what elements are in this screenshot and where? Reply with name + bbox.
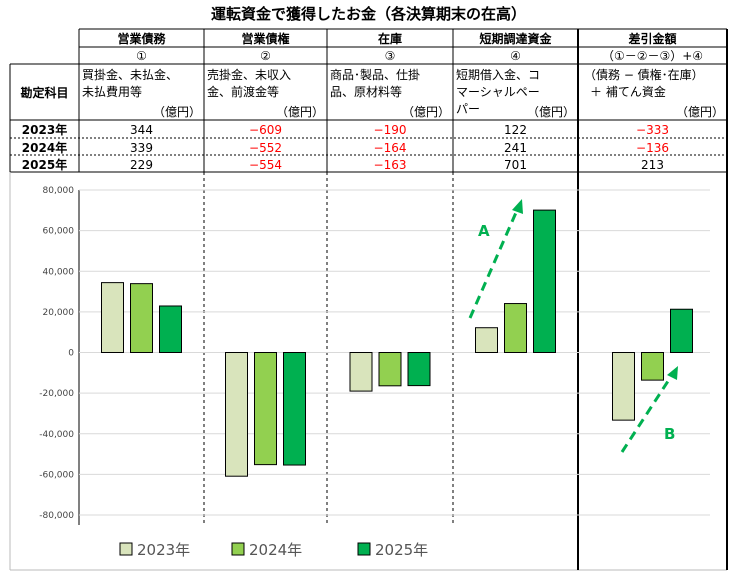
table-cell: −554 bbox=[249, 158, 282, 172]
bar bbox=[349, 352, 373, 392]
y-axis: 80,000 60,000 40,000 20,000 0 -20,000 -40,000 -… bbox=[39, 186, 74, 521]
legend-swatch bbox=[231, 542, 245, 556]
annotation-b: B bbox=[664, 425, 675, 443]
bar bbox=[612, 352, 635, 421]
column-mark: （①－②－③）+④ bbox=[602, 49, 703, 63]
row-header: 勘定科目 bbox=[20, 85, 68, 100]
column-description: 金、前渡金等 bbox=[207, 84, 279, 99]
bars bbox=[101, 209, 693, 477]
annotation-a: A bbox=[478, 222, 490, 240]
unit-label: （億円） bbox=[153, 105, 201, 119]
bar bbox=[378, 352, 402, 387]
bar bbox=[407, 352, 431, 387]
column-mark: ② bbox=[260, 49, 271, 63]
table-cell: −190 bbox=[374, 123, 407, 137]
table-cell: −609 bbox=[249, 123, 282, 137]
unit-label: （億円） bbox=[676, 105, 724, 119]
table-cell: 241 bbox=[504, 141, 527, 155]
column-header: 差引金額 bbox=[627, 31, 676, 46]
table-cell: 213 bbox=[641, 158, 664, 172]
column-description: 品、原材料等 bbox=[330, 85, 402, 99]
bar bbox=[159, 305, 182, 353]
column-description: 短期借入金、コ bbox=[456, 67, 540, 82]
column-header: 営業債権 bbox=[241, 31, 289, 46]
page-title: 運転資金で獲得したお金（各決算期末の在高） bbox=[210, 5, 526, 23]
y-tick-label: 60,000 bbox=[43, 227, 75, 237]
column-description: 買掛金、未払金、 bbox=[82, 67, 178, 82]
y-tick-label: -80,000 bbox=[39, 511, 74, 521]
column-description: 商品･製品、仕掛 bbox=[330, 67, 420, 82]
chart-gridlines bbox=[79, 189, 710, 516]
bar bbox=[101, 282, 124, 353]
table-cell: −164 bbox=[374, 141, 407, 155]
table-cell: 701 bbox=[504, 158, 527, 172]
y-tick-label: 20,000 bbox=[43, 308, 75, 318]
y-tick-label: 0 bbox=[68, 349, 74, 359]
column-description: 未払費用等 bbox=[82, 84, 142, 99]
column-description: ＋ 補てん資金 bbox=[590, 84, 666, 99]
table-cell: 122 bbox=[504, 123, 527, 137]
table-text: 営業債務 ① 買掛金、未払金、未払費用等 （億円） 営業債権 ② 売掛金、未収入金、前渡金等… bbox=[20, 31, 724, 172]
legend: 2023年 2024年 2025年 bbox=[119, 541, 428, 559]
column-description: マーシャルペー bbox=[456, 85, 540, 99]
trend-arrow-b-head bbox=[667, 366, 678, 380]
table-cell: 339 bbox=[130, 141, 153, 155]
annotations: AB bbox=[468, 199, 678, 453]
table-cell: −163 bbox=[374, 158, 407, 172]
column-description: 売掛金、未収入 bbox=[207, 67, 291, 82]
trend-arrow-a bbox=[468, 207, 520, 319]
column-description: （債務 − 債権･在庫） bbox=[584, 67, 704, 82]
row-year: 2023年 bbox=[22, 122, 67, 137]
row-year: 2024年 bbox=[22, 140, 67, 155]
table-frame bbox=[9, 28, 728, 571]
unit-label: （億円） bbox=[527, 105, 575, 119]
bar bbox=[283, 352, 306, 466]
y-tick-label: -40,000 bbox=[39, 430, 74, 440]
bar bbox=[130, 283, 153, 353]
table-cell: −136 bbox=[636, 141, 669, 155]
table-cell: 229 bbox=[130, 158, 153, 172]
row-year: 2025年 bbox=[22, 157, 67, 172]
column-mark: ④ bbox=[510, 49, 521, 63]
table-cell: −552 bbox=[249, 141, 282, 155]
y-tick-label: -20,000 bbox=[39, 389, 74, 399]
unit-label: （億円） bbox=[276, 105, 324, 119]
trend-arrow-a-head bbox=[512, 199, 523, 214]
column-mark: ③ bbox=[385, 49, 396, 63]
column-header: 営業債務 bbox=[117, 31, 166, 46]
legend-label: 2023年 bbox=[137, 541, 190, 559]
column-description: パー bbox=[456, 102, 480, 116]
bar bbox=[504, 303, 527, 353]
y-tick-label: 80,000 bbox=[43, 186, 75, 196]
table-cell: −333 bbox=[636, 123, 669, 137]
legend-label: 2025年 bbox=[375, 541, 428, 559]
bar bbox=[641, 352, 664, 381]
table-cell: 344 bbox=[130, 123, 153, 137]
column-header: 短期調達資金 bbox=[479, 31, 552, 46]
y-tick-label: 40,000 bbox=[43, 267, 75, 277]
bar bbox=[254, 352, 277, 466]
column-mark: ① bbox=[136, 49, 147, 63]
bar bbox=[670, 308, 693, 353]
y-tick-label: -60,000 bbox=[39, 470, 74, 480]
column-header: 在庫 bbox=[378, 31, 402, 46]
unit-label: （億円） bbox=[402, 105, 450, 119]
bar bbox=[225, 352, 248, 477]
bar bbox=[475, 327, 498, 353]
bar bbox=[533, 209, 556, 353]
trend-arrow-b bbox=[620, 374, 674, 453]
legend-label: 2024年 bbox=[249, 541, 302, 559]
legend-swatch bbox=[119, 542, 133, 556]
legend-swatch bbox=[357, 542, 371, 556]
